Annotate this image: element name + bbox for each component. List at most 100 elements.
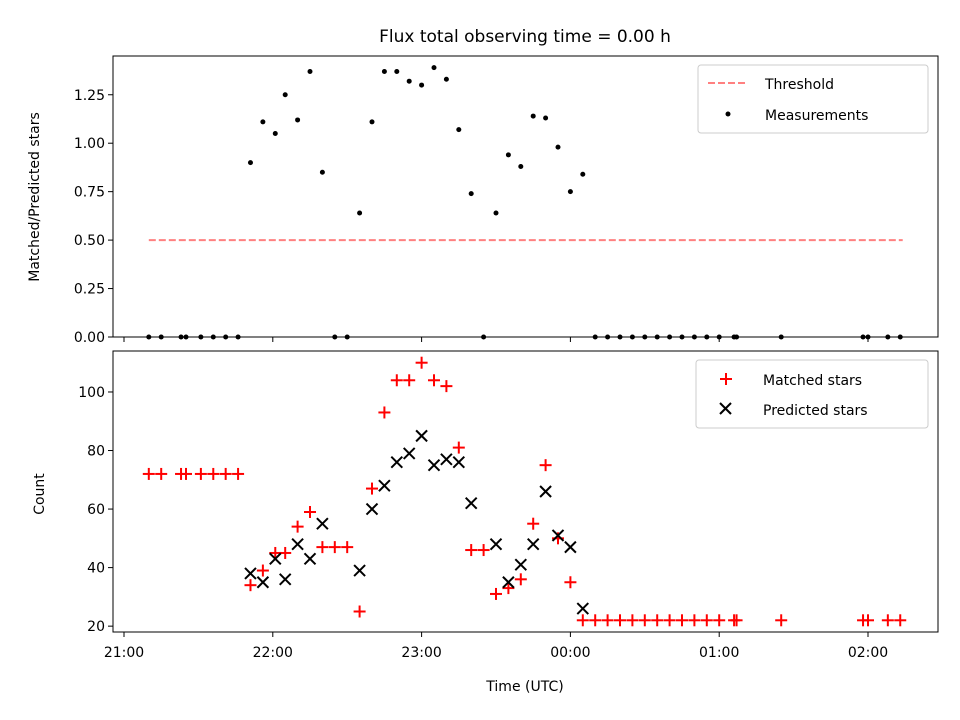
measurement-point <box>431 65 437 71</box>
measurement-point <box>307 69 313 75</box>
matched-star-point <box>614 614 626 627</box>
matched-star-point <box>341 541 354 554</box>
ratio-y-axis: 0.00 0.25 0.50 0.75 1.00 1.25 <box>74 88 113 346</box>
measurement-point <box>394 69 400 75</box>
measurement-point <box>567 189 573 195</box>
predicted-star-point <box>402 447 416 460</box>
ratio-y-tick-label: 1.00 <box>74 136 105 152</box>
count-x-axis-label: Time (UTC) <box>485 679 563 695</box>
ratio-panel: Flux total observing time = 0.00 h 0.000… <box>27 27 939 346</box>
matched-star-point <box>194 467 207 480</box>
measurement-point <box>272 131 278 137</box>
ratio-y-tick-label: 0.50 <box>74 233 105 249</box>
matched-star-point <box>155 467 168 480</box>
matched-star-point <box>353 605 366 618</box>
matched-star-point <box>403 374 416 387</box>
ratio-plot-frame <box>112 55 939 338</box>
ratio-legend-box <box>697 64 929 134</box>
count-plot-frame <box>112 350 939 633</box>
count-plot-area <box>142 356 907 627</box>
measurement-point <box>493 210 499 216</box>
count-panel: 20 40 60 80 100 21:00 22:00 23:00 00:00 01:00 02:… <box>32 350 939 695</box>
matched-star-point <box>142 467 155 480</box>
count-x-tick-label: 22:00 <box>253 645 293 661</box>
matched-star-point <box>477 544 490 557</box>
predicted-star-point <box>564 540 577 554</box>
matched-star-point <box>775 614 788 627</box>
matched-star-point <box>862 614 874 627</box>
predicted-star-point <box>269 552 282 566</box>
legend-predicted-swatch <box>719 402 732 415</box>
count-x-tick-label: 01:00 <box>699 645 739 661</box>
count-y-axis-label: Count <box>32 473 48 515</box>
legend-matched-label: Matched stars <box>763 373 862 389</box>
matched-star-point <box>232 467 245 480</box>
matched-star-point <box>730 614 743 627</box>
predicted-star-point <box>551 529 565 542</box>
count-y-axis: 20 40 60 80 100 <box>78 385 113 635</box>
measurement-point <box>518 163 524 169</box>
predicted-star-point <box>390 456 404 469</box>
measurement-point <box>468 191 474 197</box>
count-x-tick-label: 02:00 <box>848 645 888 661</box>
predicted-star-point <box>378 479 391 492</box>
predicted-star-point <box>489 537 503 551</box>
matched-star-point <box>291 520 304 533</box>
ratio-plot-area <box>146 65 903 340</box>
predicted-star-point <box>502 576 515 589</box>
legend-matched-swatch <box>720 373 732 385</box>
matched-star-point <box>366 482 378 495</box>
predicted-star-point <box>452 456 466 469</box>
predicted-star-point <box>427 458 441 472</box>
matched-star-point <box>589 614 602 627</box>
count-x-tick-label: 23:00 <box>401 645 441 661</box>
predicted-star-point <box>440 453 453 466</box>
count-x-tick-label: 21:00 <box>104 645 144 661</box>
matched-star-point <box>663 614 676 627</box>
ratio-y-tick-label: 1.25 <box>74 88 105 104</box>
measurement-point <box>456 127 462 133</box>
matched-star-point <box>700 614 713 627</box>
count-y-tick-label: 80 <box>87 444 105 460</box>
count-y-tick-label: 20 <box>87 619 105 635</box>
matched-star-point <box>256 564 269 577</box>
ratio-legend: Threshold Measurements <box>697 64 929 134</box>
predicted-star-point <box>514 558 528 571</box>
measurement-point <box>319 169 325 175</box>
measurement-point <box>419 82 425 88</box>
predicted-star-point <box>576 602 590 615</box>
measurement-point <box>357 210 363 216</box>
count-legend: Matched stars Predicted stars <box>695 359 929 429</box>
matched-star-point <box>490 587 502 600</box>
matched-star-point <box>713 614 726 627</box>
matched-star-point <box>626 614 639 627</box>
legend-measurements-label: Measurements <box>765 108 868 124</box>
measurement-point <box>406 78 412 84</box>
matched-star-point <box>894 614 907 627</box>
matched-star-point <box>415 356 428 369</box>
matched-star-point <box>676 614 688 627</box>
measurement-point <box>381 69 387 75</box>
predicted-star-point <box>291 537 304 551</box>
matched-star-point <box>207 467 220 480</box>
predicted-star-point <box>316 517 329 530</box>
matched-star-point <box>452 441 465 454</box>
count-y-tick-label: 100 <box>78 385 105 401</box>
matched-star-point <box>428 374 440 387</box>
matched-star-point <box>279 546 292 559</box>
count-x-axis: 21:00 22:00 23:00 00:00 01:00 02:00 <box>104 632 888 661</box>
count-legend-box <box>695 359 929 429</box>
predicted-star-point <box>526 537 540 551</box>
measurement-point <box>580 171 586 177</box>
matched-star-point <box>514 573 527 586</box>
measurement-point <box>530 113 536 119</box>
legend-threshold-label: Threshold <box>764 77 834 93</box>
measurement-point <box>443 76 449 82</box>
predicted-star-point <box>278 573 292 586</box>
matched-star-point <box>328 541 341 554</box>
matched-star-point <box>881 614 894 627</box>
predicted-star-point <box>464 497 478 510</box>
predicted-star-point <box>244 567 257 580</box>
matched-star-point <box>316 541 329 554</box>
